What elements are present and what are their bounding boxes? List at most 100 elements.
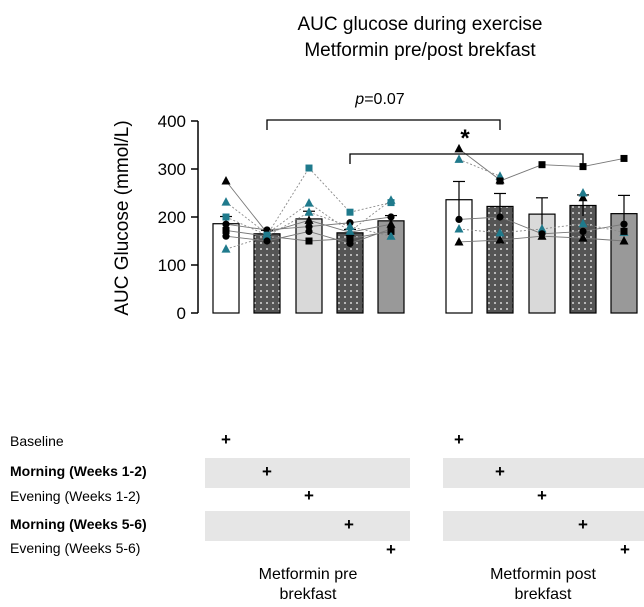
participant-line <box>308 167 351 213</box>
participant-line <box>266 235 310 242</box>
data-point <box>222 220 230 228</box>
chart-subtitle: Metformin pre/post brekfast <box>304 40 536 61</box>
plus-evening-weeks-1-2-post: + <box>537 486 547 505</box>
participant-line <box>349 202 392 213</box>
y-axis-label: AUC Glucose (mmol/L) <box>112 120 133 315</box>
participant-line <box>225 201 268 235</box>
participant-line <box>458 239 501 243</box>
plus-evening-weeks-5-6-post: + <box>620 540 630 559</box>
y-tick-label: 200 <box>158 208 186 227</box>
participant-line <box>499 235 543 241</box>
row-label-evening-weeks-5-6: Evening (Weeks 5-6) <box>10 540 141 556</box>
data-point <box>496 177 504 185</box>
data-point <box>578 233 588 242</box>
group-label-post: Metformin post brekfast <box>458 565 628 605</box>
bar <box>486 205 514 314</box>
participant-line <box>308 230 351 244</box>
data-point <box>222 226 230 234</box>
participant-line <box>582 237 625 242</box>
data-point <box>454 224 464 233</box>
significance-bracket <box>349 153 584 164</box>
participant-line <box>266 202 310 235</box>
group-label-post-line1: Metformin post <box>490 566 596 583</box>
participant-line <box>458 158 501 177</box>
data-point <box>455 215 463 223</box>
data-point <box>620 220 628 228</box>
participant-line <box>349 199 392 232</box>
participant-line <box>499 216 543 235</box>
row-band-morning-weeks-5-6-post <box>443 511 644 541</box>
plot-area: 0 100 200 300 400 <box>158 112 638 320</box>
data-point <box>386 219 396 228</box>
significance-star: * <box>460 125 470 152</box>
data-point <box>304 207 314 216</box>
plus-baseline-pre: + <box>221 430 231 449</box>
data-point <box>221 176 231 185</box>
data-point <box>221 244 231 253</box>
data-point <box>346 239 354 247</box>
participant-line <box>225 180 268 234</box>
group-label-pre-line1: Metformin pre <box>258 566 358 583</box>
data-point <box>305 237 313 245</box>
participant-line <box>499 228 543 234</box>
data-point <box>454 143 464 153</box>
participant-line <box>349 230 392 240</box>
data-point <box>387 225 395 233</box>
data-point <box>578 192 588 202</box>
data-point <box>495 227 505 237</box>
data-point <box>262 231 272 240</box>
participant-line <box>266 219 310 234</box>
participant-line <box>349 216 392 224</box>
participant-line <box>541 164 584 168</box>
data-point <box>454 236 464 246</box>
participant-line <box>308 222 351 228</box>
participant-line <box>458 228 501 234</box>
data-point <box>579 163 587 171</box>
data-point <box>578 218 588 228</box>
data-point <box>263 237 271 245</box>
data-point <box>222 213 230 221</box>
data-point <box>619 236 629 245</box>
plus-baseline-post: + <box>454 430 464 449</box>
data-point <box>304 215 314 224</box>
plus-morning-weeks-5-6-post: + <box>578 515 588 534</box>
participant-line <box>308 219 351 233</box>
y-tick-label: 400 <box>158 112 186 131</box>
participant-line <box>266 167 310 236</box>
row-label-morning-weeks-1-2: Morning (Weeks 1-2) <box>10 463 147 479</box>
plus-evening-weeks-1-2-pre: + <box>304 486 314 505</box>
row-label-evening-weeks-1-2: Evening (Weeks 1-2) <box>10 488 141 504</box>
plus-evening-weeks-5-6-pre: + <box>386 540 396 559</box>
data-point <box>304 198 314 207</box>
participant-line <box>458 216 501 220</box>
group-label-pre-line2: brekfast <box>279 586 337 603</box>
data-point <box>496 213 504 221</box>
participant-line <box>225 235 268 250</box>
y-tick-label: 300 <box>158 160 186 179</box>
row-band-morning-weeks-1-2-post <box>443 458 644 488</box>
row-label-morning-weeks-5-6: Morning (Weeks 5-6) <box>10 516 147 532</box>
data-point <box>579 227 587 235</box>
data-point <box>345 221 355 231</box>
participant-line <box>225 235 268 242</box>
data-point <box>620 227 628 235</box>
data-point <box>222 232 230 240</box>
data-point <box>578 188 588 197</box>
row-band-morning-weeks-5-6-pre <box>205 511 410 541</box>
y-tick-label: 100 <box>158 256 186 275</box>
group-label-pre: Metformin pre brekfast <box>223 565 393 605</box>
row-band-morning-weeks-1-2-pre <box>205 458 410 488</box>
data-point <box>538 161 546 169</box>
participant-line <box>266 226 310 231</box>
participant-line <box>349 226 392 237</box>
participant-line <box>582 223 625 232</box>
data-point <box>537 224 547 233</box>
data-point <box>346 208 354 216</box>
pvalue-bracket <box>266 119 501 130</box>
participant-line <box>349 228 392 244</box>
participant-line <box>541 230 584 235</box>
data-point <box>345 226 355 235</box>
data-point <box>620 154 628 162</box>
data-point <box>346 235 354 243</box>
participant-line <box>225 223 268 231</box>
